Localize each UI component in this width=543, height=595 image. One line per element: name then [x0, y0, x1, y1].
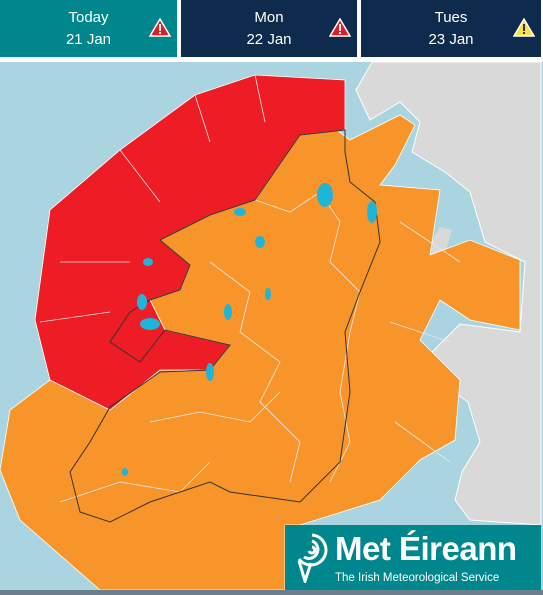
logo-mark [297, 533, 328, 583]
day-tab[interactable]: Today 21 Jan [0, 0, 177, 57]
tab-day: Tues [434, 9, 468, 26]
day-tab[interactable]: Tues 23 Jan [361, 0, 541, 57]
tab-day: Mon [254, 9, 284, 26]
warning-map [0, 62, 543, 590]
tab-day: Today [68, 9, 109, 26]
isle-of-man [426, 227, 452, 262]
tab-date: 21 Jan [65, 31, 112, 48]
tab-date: 23 Jan [428, 31, 474, 48]
britain [355, 62, 542, 526]
logo[interactable]: Met Éireann The Irish Meteorological Ser… [285, 525, 541, 590]
warning-icon [149, 18, 171, 37]
lakes [122, 183, 377, 476]
day-tab[interactable]: Mon 22 Jan [181, 0, 357, 57]
warning-icon [513, 18, 535, 37]
tab-date: 22 Jan [246, 31, 292, 48]
coastline [69, 129, 381, 523]
logo-name: Met Éireann [335, 530, 517, 567]
county-borders [39, 74, 461, 503]
logo-tagline: The Irish Meteorological Service [335, 572, 500, 584]
footer-bar [0, 590, 543, 595]
warning-icon [329, 18, 351, 37]
